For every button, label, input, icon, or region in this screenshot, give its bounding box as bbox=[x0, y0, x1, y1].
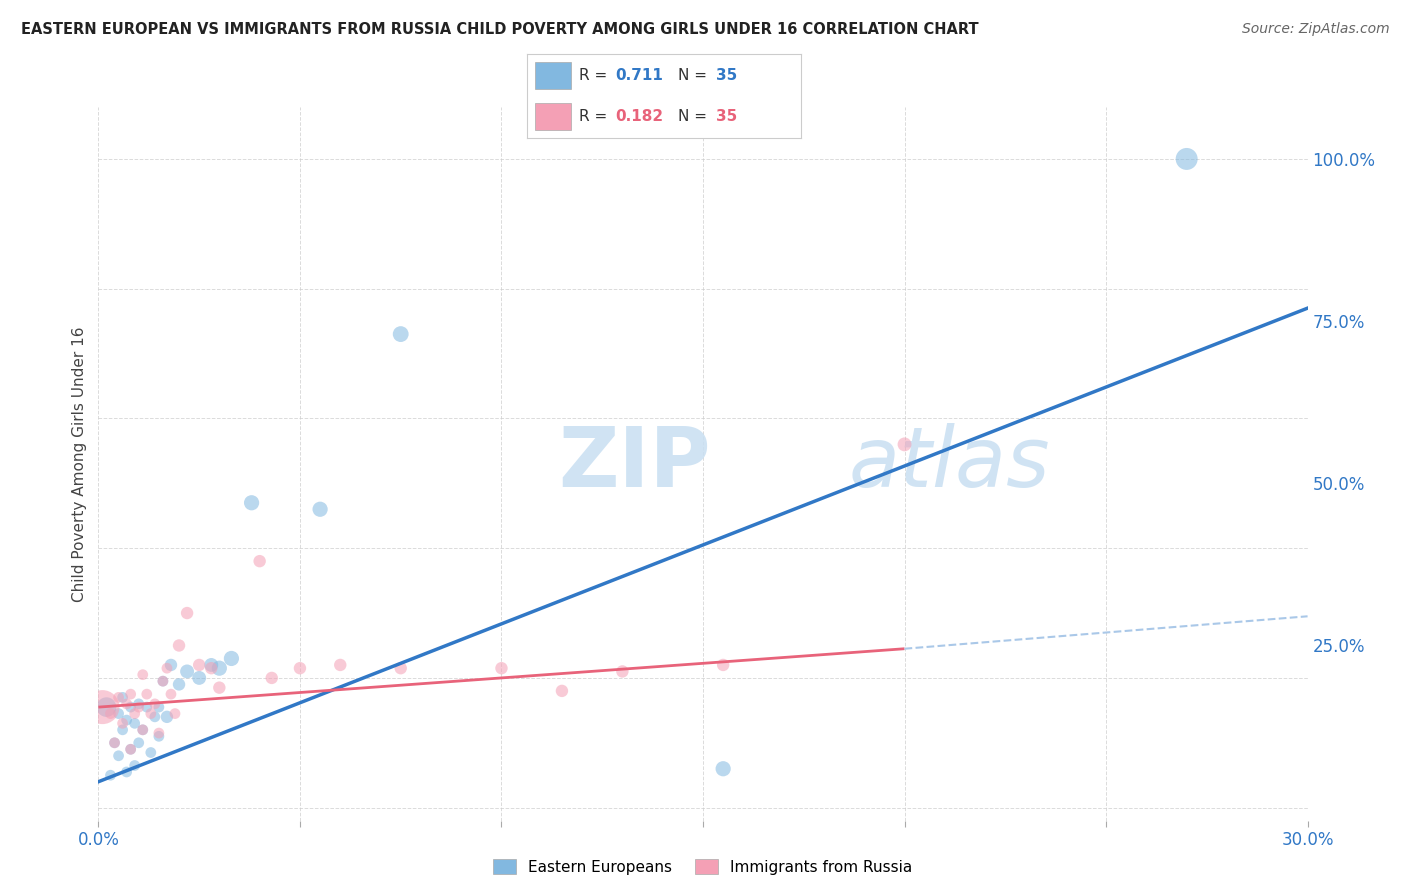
Point bbox=[124, 706, 146, 721]
Point bbox=[124, 716, 146, 731]
Point bbox=[152, 674, 174, 689]
Point bbox=[188, 671, 211, 685]
Point bbox=[208, 661, 231, 675]
Point bbox=[100, 706, 122, 721]
Text: Source: ZipAtlas.com: Source: ZipAtlas.com bbox=[1241, 22, 1389, 37]
Point bbox=[115, 713, 138, 727]
Point bbox=[893, 437, 915, 451]
Point bbox=[249, 554, 271, 568]
Point bbox=[148, 726, 170, 740]
Point bbox=[103, 736, 125, 750]
Point bbox=[139, 746, 162, 760]
Point bbox=[128, 700, 150, 714]
Point bbox=[200, 657, 222, 672]
Point bbox=[163, 706, 186, 721]
Point bbox=[167, 639, 190, 653]
Legend: Eastern Europeans, Immigrants from Russia: Eastern Europeans, Immigrants from Russi… bbox=[486, 853, 920, 880]
Y-axis label: Child Poverty Among Girls Under 16: Child Poverty Among Girls Under 16 bbox=[72, 326, 87, 601]
Point bbox=[139, 706, 162, 721]
Point bbox=[176, 606, 198, 620]
Point bbox=[132, 723, 155, 737]
Point bbox=[100, 768, 122, 782]
Point bbox=[491, 661, 513, 675]
Point bbox=[111, 690, 134, 705]
Point bbox=[107, 748, 129, 763]
Point bbox=[128, 736, 150, 750]
Point bbox=[120, 742, 142, 756]
Point bbox=[1175, 152, 1198, 166]
Point bbox=[107, 690, 129, 705]
Point bbox=[91, 700, 114, 714]
Text: R =: R = bbox=[579, 109, 613, 124]
Point bbox=[389, 327, 412, 342]
Point bbox=[711, 762, 734, 776]
Point bbox=[176, 665, 198, 679]
Point bbox=[160, 687, 183, 701]
Point bbox=[288, 661, 311, 675]
Point bbox=[188, 657, 211, 672]
Point bbox=[135, 700, 157, 714]
Point bbox=[115, 697, 138, 711]
Text: R =: R = bbox=[579, 68, 613, 83]
Text: atlas: atlas bbox=[848, 424, 1050, 504]
Point bbox=[111, 716, 134, 731]
Point bbox=[143, 710, 166, 724]
Point bbox=[167, 677, 190, 691]
Point bbox=[329, 657, 352, 672]
Point bbox=[309, 502, 332, 516]
Point bbox=[135, 687, 157, 701]
Point bbox=[612, 665, 634, 679]
Point bbox=[132, 667, 155, 681]
Point bbox=[120, 700, 142, 714]
Point bbox=[152, 674, 174, 689]
Point bbox=[260, 671, 283, 685]
Text: N =: N = bbox=[678, 68, 711, 83]
Point bbox=[160, 657, 183, 672]
Bar bbox=[536, 62, 571, 89]
Point bbox=[120, 742, 142, 756]
Point bbox=[115, 764, 138, 779]
Point bbox=[200, 661, 222, 675]
Point bbox=[128, 697, 150, 711]
Bar bbox=[536, 103, 571, 130]
Text: 35: 35 bbox=[717, 68, 738, 83]
Point bbox=[389, 661, 412, 675]
Point bbox=[221, 651, 243, 665]
Point bbox=[120, 687, 142, 701]
Point bbox=[103, 736, 125, 750]
Point bbox=[551, 684, 574, 698]
Point bbox=[124, 758, 146, 772]
Point bbox=[148, 700, 170, 714]
Point bbox=[711, 657, 734, 672]
Text: ZIP: ZIP bbox=[558, 424, 710, 504]
Text: 0.182: 0.182 bbox=[614, 109, 664, 124]
Text: N =: N = bbox=[678, 109, 711, 124]
Text: EASTERN EUROPEAN VS IMMIGRANTS FROM RUSSIA CHILD POVERTY AMONG GIRLS UNDER 16 CO: EASTERN EUROPEAN VS IMMIGRANTS FROM RUSS… bbox=[21, 22, 979, 37]
Point bbox=[107, 706, 129, 721]
Text: 35: 35 bbox=[717, 109, 738, 124]
Point bbox=[156, 661, 179, 675]
Point bbox=[156, 710, 179, 724]
Point bbox=[148, 729, 170, 743]
Point bbox=[208, 681, 231, 695]
Point bbox=[96, 700, 118, 714]
Text: 0.711: 0.711 bbox=[614, 68, 662, 83]
Point bbox=[132, 723, 155, 737]
Point bbox=[240, 496, 263, 510]
Point bbox=[111, 723, 134, 737]
Point bbox=[143, 697, 166, 711]
